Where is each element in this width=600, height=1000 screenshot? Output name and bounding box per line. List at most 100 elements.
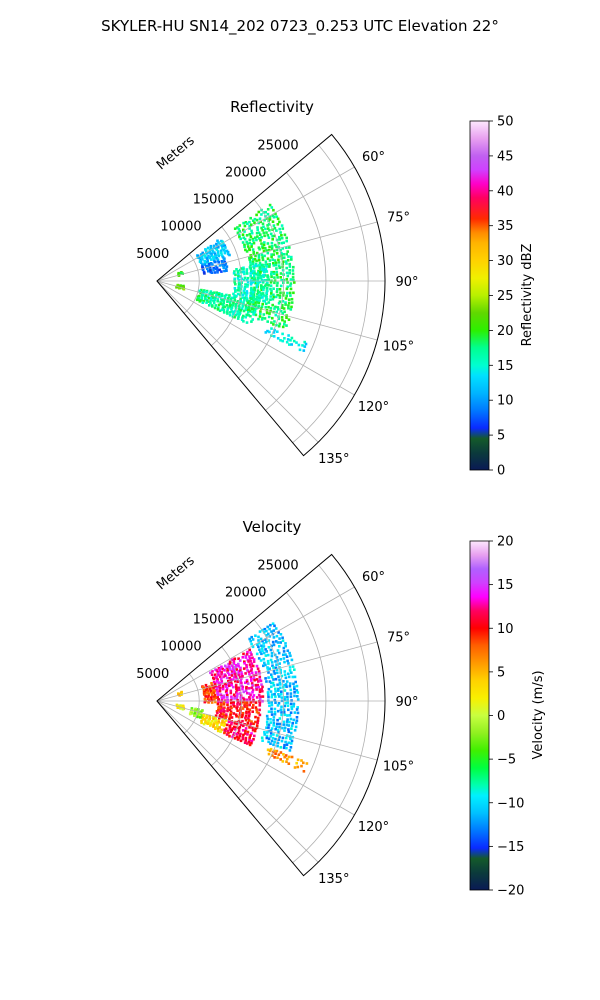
echo-cell — [201, 268, 205, 272]
echo-cell — [216, 239, 219, 243]
echo-cell — [297, 343, 301, 347]
echo-cell — [263, 254, 266, 258]
echo-cell — [280, 696, 284, 699]
echo-cell — [230, 697, 233, 700]
echo-cell — [203, 272, 206, 275]
echo-cell — [265, 270, 269, 273]
echo-cell — [248, 692, 251, 695]
echo-cell — [289, 695, 293, 698]
echo-cell — [233, 296, 236, 300]
echo-cell — [288, 755, 291, 759]
echo-cell — [265, 650, 268, 653]
echo-cell — [215, 679, 219, 683]
echo-cell — [250, 720, 253, 723]
echo-cell — [204, 294, 208, 298]
echo-cell — [234, 313, 238, 317]
echo-cell — [208, 292, 211, 296]
echo-cell — [284, 653, 287, 656]
echo-cell — [262, 270, 266, 274]
echo-cell — [251, 684, 254, 687]
echo-cell — [237, 727, 241, 730]
echo-cell — [235, 691, 238, 694]
echo-cell — [274, 263, 278, 267]
echo-cell — [255, 259, 258, 263]
echo-cell — [276, 287, 279, 291]
echo-cell — [279, 633, 283, 636]
echo-cell — [272, 636, 276, 639]
echo-cell — [269, 742, 272, 745]
echo-cell — [282, 256, 286, 259]
echo-cell — [272, 733, 275, 736]
echo-cell — [177, 274, 181, 277]
echo-cell — [264, 227, 267, 231]
echo-cell — [255, 218, 259, 222]
echo-cell — [259, 659, 263, 662]
echo-cell — [228, 313, 232, 317]
echo-cell — [220, 253, 223, 257]
echo-cell — [266, 227, 270, 230]
echo-cell — [236, 289, 240, 292]
echo-cell — [242, 309, 246, 313]
echo-cell — [266, 659, 270, 663]
echo-cell — [236, 292, 240, 296]
echo-cell — [266, 320, 269, 323]
echo-cell — [266, 625, 269, 629]
echo-cell — [260, 213, 263, 216]
echo-cell — [285, 271, 289, 275]
echo-cell — [252, 241, 256, 245]
echo-cell — [242, 278, 246, 282]
echo-cell — [288, 271, 291, 275]
echo-cell — [260, 236, 263, 239]
echo-cell — [265, 680, 268, 683]
echo-cell — [245, 653, 249, 656]
echo-cell — [218, 726, 221, 729]
echo-cell — [232, 659, 236, 663]
echo-cell — [218, 682, 221, 686]
echo-cell — [273, 307, 276, 310]
echo-cell — [289, 711, 293, 714]
echo-cell — [252, 722, 255, 726]
radial-tick-label: 10000 — [160, 640, 201, 655]
echo-cell — [235, 732, 239, 736]
echo-cell — [279, 291, 282, 294]
echo-cell — [219, 249, 223, 253]
echo-cell — [271, 736, 275, 740]
echo-cell — [289, 654, 292, 658]
echo-cell — [199, 714, 203, 717]
echo-cell — [250, 320, 253, 323]
echo-cell — [217, 254, 220, 258]
echo-cell — [245, 270, 248, 273]
echo-cell — [251, 257, 255, 261]
echo-cell — [232, 725, 236, 729]
echo-cell — [286, 250, 289, 253]
echo-cell — [285, 720, 289, 723]
echo-cell — [245, 710, 248, 714]
echo-cell — [200, 288, 203, 292]
echo-cell — [266, 329, 269, 333]
echo-cell — [224, 685, 228, 688]
echo-cell — [283, 689, 287, 692]
echo-cell — [264, 302, 268, 306]
echo-cell — [208, 256, 212, 260]
echo-cell — [270, 321, 273, 324]
echo-cell — [235, 687, 238, 691]
echo-cell — [202, 299, 205, 303]
echo-cell — [253, 221, 256, 225]
echo-cell — [281, 306, 284, 309]
echo-cell — [267, 284, 270, 287]
echo-cell — [251, 688, 255, 692]
echo-cell — [209, 301, 212, 305]
echo-cell — [288, 291, 292, 295]
colorbar-tick-label: 45 — [497, 149, 514, 164]
echo-cell — [245, 691, 249, 695]
echo-cell — [239, 692, 242, 695]
echo-cell — [251, 656, 254, 660]
echo-cell — [225, 733, 229, 736]
echo-cell — [225, 683, 228, 686]
echo-cell — [266, 278, 269, 282]
echo-cell — [218, 716, 221, 720]
echo-cell — [208, 300, 212, 303]
echo-cell — [260, 736, 264, 740]
echo-cell — [241, 656, 245, 659]
echo-cell — [257, 645, 260, 649]
